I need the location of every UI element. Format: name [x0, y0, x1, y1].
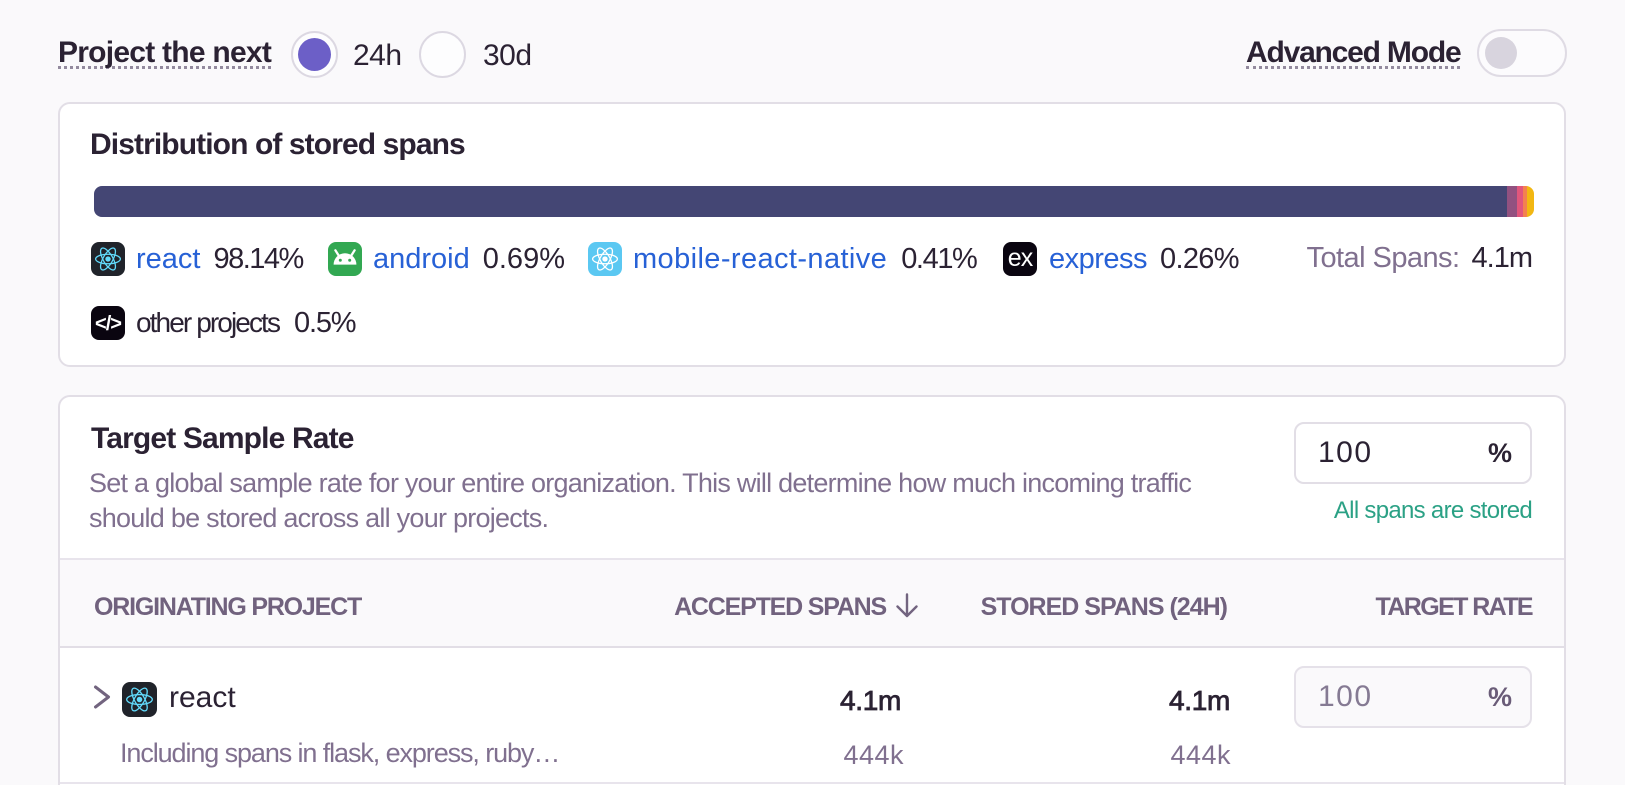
svg-text:</>: </> — [95, 313, 121, 335]
svg-text:ex: ex — [1008, 244, 1034, 272]
